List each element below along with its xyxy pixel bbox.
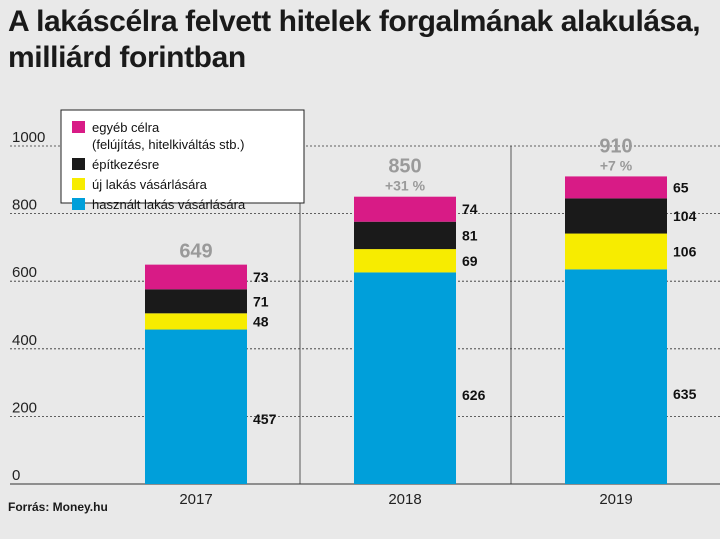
y-tick-label: 200 [12, 399, 37, 416]
bar-segment-epitkezes-2017 [145, 289, 247, 314]
legend-swatch-uj [72, 178, 85, 190]
data-label-egyeb-2018: 74 [462, 201, 478, 217]
change-label-2019: +7 % [600, 157, 633, 173]
x-tick-label-2017: 2017 [179, 491, 212, 508]
x-tick-label-2018: 2018 [388, 491, 421, 508]
data-label-epitkezes-2019: 104 [673, 208, 697, 224]
bar-segment-hasznalt-2019 [565, 269, 667, 484]
legend-swatch-hasznalt [72, 198, 85, 210]
data-label-uj-2018: 69 [462, 253, 478, 269]
y-tick-label: 800 [12, 197, 37, 214]
legend-label-uj: új lakás vásárlására [92, 177, 208, 192]
legend-label-hasznalt: használt lakás vásárlására [92, 197, 246, 212]
y-tick-label: 400 [12, 332, 37, 349]
source-note: Forrás: Money.hu [8, 500, 108, 514]
bar-segment-hasznalt-2018 [354, 272, 456, 484]
bar-segment-uj-2017 [145, 313, 247, 330]
bar-segment-egyeb-2018 [354, 196, 456, 222]
bar-segment-egyeb-2019 [565, 176, 667, 199]
bar-segment-uj-2019 [565, 233, 667, 270]
bars-layer [145, 176, 667, 484]
data-label-hasznalt-2019: 635 [673, 386, 697, 402]
data-label-hasznalt-2017: 457 [253, 411, 277, 427]
legend-label-epitkezes: építkezésre [92, 157, 159, 172]
data-label-epitkezes-2018: 81 [462, 227, 478, 243]
bar-segment-epitkezes-2018 [354, 221, 456, 250]
data-label-epitkezes-2017: 71 [253, 293, 269, 309]
legend-box [60, 109, 305, 204]
total-label-2018: 850 [388, 156, 421, 178]
total-label-2019: 910 [599, 135, 632, 157]
data-label-hasznalt-2018: 626 [462, 387, 486, 403]
legend: egyéb célra (felújítás, hitelkiváltás stb… [60, 109, 305, 212]
bar-segment-epitkezes-2019 [565, 198, 667, 234]
data-label-uj-2019: 106 [673, 243, 697, 259]
labels-layer: 457 48 71 73 649 2017 626 69 81 74 850+31 % 2018 635… [179, 135, 696, 508]
y-tick-label: 1000 [12, 129, 45, 146]
data-label-egyeb-2017: 73 [253, 269, 269, 285]
change-label-2018: +31 % [385, 178, 426, 194]
grid-layer: 0 200 400 600 800 1000 [10, 129, 720, 485]
bar-segment-uj-2018 [354, 249, 456, 273]
bar-segment-egyeb-2017 [145, 264, 247, 290]
legend-swatch-egyeb [72, 121, 85, 133]
y-tick-label: 0 [12, 467, 20, 484]
data-label-egyeb-2019: 65 [673, 179, 689, 195]
y-tick-label: 600 [12, 264, 37, 281]
total-label-2017: 649 [179, 241, 212, 263]
chart-title: A lakáscélra felvett hitelek forgalmának… [8, 5, 701, 74]
legend-swatch-epitkezes [72, 158, 85, 170]
legend-label-egyeb: egyéb célra (felújítás, hitelkiváltás stb… [92, 120, 244, 152]
data-label-uj-2017: 48 [253, 313, 269, 329]
x-tick-label-2019: 2019 [599, 491, 632, 508]
bar-segment-hasznalt-2017 [145, 329, 247, 484]
